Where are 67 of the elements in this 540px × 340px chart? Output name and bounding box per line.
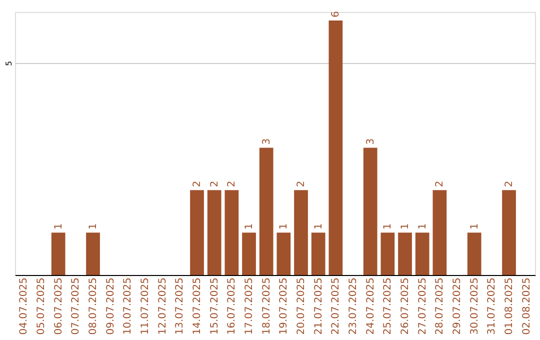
- x-tick-label: 30.07.2025: [469, 278, 480, 335]
- bar: [276, 232, 291, 275]
- data-label: 1: [313, 223, 324, 230]
- bar: [363, 148, 378, 275]
- x-tick-label: 23.07.2025: [348, 278, 359, 335]
- x-tick-label: 31.07.2025: [486, 278, 498, 335]
- data-label: 1: [278, 223, 290, 230]
- bar: [502, 190, 516, 275]
- bar: [259, 148, 274, 275]
- data-label: 1: [53, 223, 64, 230]
- x-tick-label: 13.07.2025: [174, 278, 186, 335]
- bar: [294, 190, 308, 275]
- data-label: 2: [296, 180, 307, 188]
- bar: [86, 232, 100, 275]
- bar: [190, 190, 204, 275]
- x-tick-label: 29.07.2025: [452, 278, 463, 335]
- data-label: 2: [434, 180, 446, 188]
- data-label: 1: [469, 223, 480, 230]
- bar: [415, 232, 430, 275]
- x-tick-label: 05.07.2025: [36, 278, 47, 335]
- data-label: 2: [192, 180, 203, 188]
- x-tick-label: 17.07.2025: [244, 278, 255, 335]
- x-tick-label: 26.07.2025: [400, 278, 411, 335]
- x-tick-label: 19.07.2025: [278, 278, 290, 335]
- x-tick-label: 16.07.2025: [226, 278, 238, 335]
- data-label: 1: [417, 223, 428, 230]
- x-tick-label: 11.07.2025: [140, 278, 151, 335]
- data-label: 1: [88, 223, 99, 230]
- data-label: 1: [244, 223, 255, 230]
- x-tick-label: 15.07.2025: [209, 278, 220, 335]
- x-tick-label: 14.07.2025: [192, 278, 203, 335]
- x-tick-label: 28.07.2025: [434, 278, 446, 335]
- bar: [328, 20, 343, 275]
- data-label: 1: [382, 223, 394, 230]
- bar: [311, 232, 326, 275]
- data-label: 2: [226, 180, 238, 188]
- x-tick-label: 09.07.2025: [105, 278, 116, 335]
- bar: [242, 232, 256, 275]
- bar: [380, 232, 395, 275]
- x-tick-label: 20.07.2025: [296, 278, 307, 335]
- data-label: 1: [400, 223, 411, 230]
- x-tick-label: 04.07.2025: [18, 278, 30, 335]
- x-tick-label: 06.07.2025: [53, 278, 64, 335]
- x-tick-label: 25.07.2025: [382, 278, 394, 335]
- data-label: 2: [504, 180, 515, 188]
- x-tick-label: 22.07.2025: [330, 278, 342, 335]
- x-tick-label: 21.07.2025: [313, 278, 324, 335]
- bar: [207, 190, 222, 275]
- bar: [467, 232, 482, 275]
- data-label: 6: [330, 11, 342, 18]
- bar: [224, 190, 239, 275]
- data-label: 3: [261, 138, 272, 145]
- x-tick-label: 18.07.2025: [261, 278, 272, 335]
- x-tick-label: 27.07.2025: [417, 278, 428, 335]
- x-tick-label: 10.07.2025: [122, 278, 134, 335]
- x-tick-label: 02.08.2025: [521, 278, 532, 335]
- data-label: 2: [209, 180, 220, 188]
- bar: [51, 232, 66, 275]
- x-tick-label: 01.08.2025: [504, 278, 515, 335]
- x-tick-label: 12.07.2025: [157, 278, 168, 335]
- x-tick-label: 08.07.2025: [88, 278, 99, 335]
- x-tick-label: 24.07.2025: [365, 278, 376, 335]
- y-tick-label: 5: [4, 60, 14, 66]
- data-label: 3: [365, 138, 376, 145]
- bar: [432, 190, 447, 275]
- bar: [398, 232, 412, 275]
- x-tick-label: 07.07.2025: [70, 278, 82, 335]
